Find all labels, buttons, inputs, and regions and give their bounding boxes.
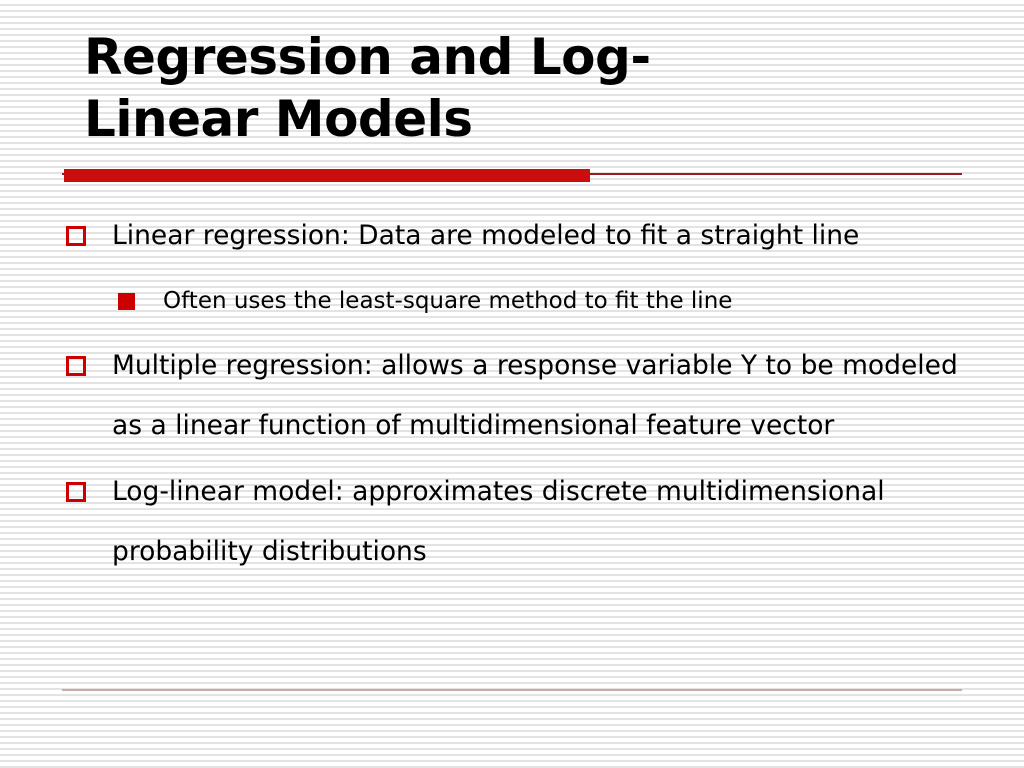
hollow-square-marker-icon bbox=[66, 356, 86, 376]
page-title-line-2: Linear Models bbox=[84, 90, 473, 148]
title-divider bbox=[62, 168, 962, 182]
list-item: Often uses the least-square method to fi… bbox=[0, 272, 1024, 330]
page-title: Regression and Log- Linear Models bbox=[84, 26, 964, 150]
hollow-square-marker-icon bbox=[66, 226, 86, 246]
filled-square-marker-icon bbox=[118, 293, 135, 310]
page-title-line-1: Regression and Log- bbox=[84, 28, 651, 86]
footer-rule bbox=[62, 689, 962, 691]
list-item-label: Multiple regression: allows a response v… bbox=[112, 350, 958, 441]
list-item-label: Often uses the least-square method to fi… bbox=[163, 288, 733, 314]
red-accent-bar bbox=[64, 169, 590, 182]
list-item: Multiple regression: allows a response v… bbox=[0, 336, 1024, 456]
bullet-list: Linear regression: Data are modeled to f… bbox=[0, 206, 1024, 588]
list-item-label: Log-linear model: approximates discrete … bbox=[112, 476, 885, 567]
list-item-label: Linear regression: Data are modeled to f… bbox=[112, 220, 860, 251]
list-item: Linear regression: Data are modeled to f… bbox=[0, 206, 1024, 266]
list-item: Log-linear model: approximates discrete … bbox=[0, 462, 1024, 582]
hollow-square-marker-icon bbox=[66, 482, 86, 502]
